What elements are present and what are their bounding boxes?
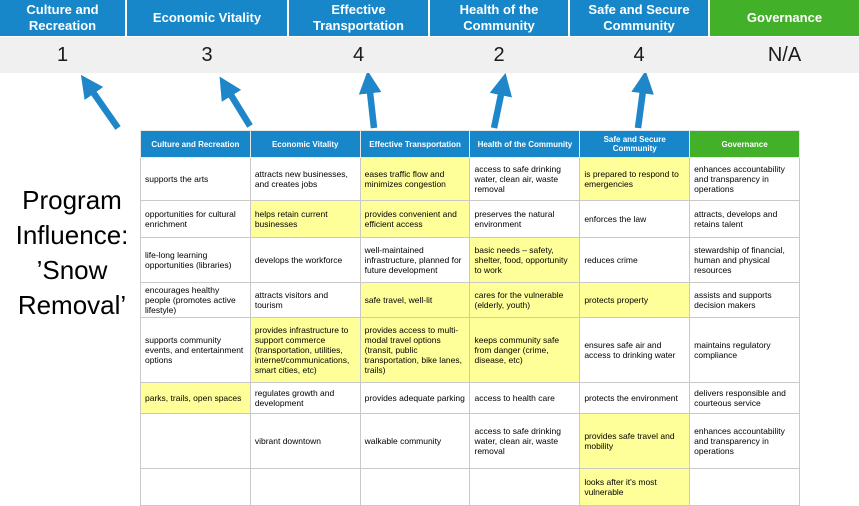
matrix-cell: protects the environment [579,382,691,415]
matrix-cell: develops the workforce [249,237,361,283]
summary-header-safe-and-secure-community: Safe and Secure Community [570,0,708,36]
up-arrow-4 [489,73,513,129]
matrix-cell: vibrant downtown [249,413,361,470]
score-safe-and-secure-community: 4 [633,43,645,66]
matrix-cell-highlighted: parks, trails, open spaces [140,382,251,415]
matrix-cell: well-maintained infrastructure, planned … [359,237,471,283]
matrix-cell: reduces crime [579,237,691,283]
matrix-cell [689,468,800,506]
matrix-cell-highlighted: safe travel, well-lit [359,281,471,319]
matrix-row-3: life-long learning opportunities (librar… [140,237,800,283]
matrix-cell: encourages healthy people (promotes acti… [140,281,251,319]
matrix-cell-highlighted: cares for the vulnerable (elderly, youth… [469,281,581,319]
matrix-cell-highlighted: provides safe travel and mobility [579,413,691,470]
matrix-row-6: parks, trails, open spaces regulates grow… [140,382,800,415]
matrix-header-row: Culture and Recreation Economic Vitality E… [140,130,800,158]
matrix-cell: attracts new businesses, and creates job… [249,157,361,201]
matrix-cell-highlighted: provides infrastructure to support comme… [249,317,361,384]
summary-header-row: Culture and Recreation Economic Vitality E… [0,0,859,36]
matrix-cell: attracts, develops and retains talent [689,200,800,238]
matrix-row-7: vibrant downtown walkable community access… [140,413,800,470]
matrix-cell-highlighted: protects property [579,281,691,319]
influence-matrix: Culture and Recreation Economic Vitality E… [140,130,800,506]
matrix-cell-highlighted: provides access to multi-modal travel op… [359,317,471,384]
matrix-cell: access to safe drinking water, clean air… [469,413,581,470]
matrix-cell: assists and supports decision makers [689,281,800,319]
summary-header-culture-and-recreation: Culture and Recreation [0,0,125,36]
matrix-header-culture-and-recreation: Culture and Recreation [140,130,251,158]
matrix-header-effective-transportation: Effective Transportation [359,130,471,158]
score-effective-transportation: 4 [352,43,365,66]
matrix-cell: provides adequate parking [359,382,471,415]
summary-score-row: 1 3 4 2 4 N/A [0,37,859,73]
matrix-cell: enhances accountability and transparency… [689,413,800,470]
matrix-cell: regulates growth and development [249,382,361,415]
score-economic-vitality: 3 [201,43,213,66]
summary-header-governance: Governance [710,0,859,36]
summary-header-health-of-the-community: Health of the Community [430,0,568,36]
matrix-cell-highlighted: basic needs – safety, shelter, food, opp… [469,237,581,283]
matrix-cell-highlighted: keeps community safe from danger (crime,… [469,317,581,384]
matrix-cell [359,468,471,506]
matrix-body: supports the arts attracts new businesses… [140,157,800,506]
score-culture-and-recreation: 1 [56,43,69,66]
matrix-cell: supports community events, and entertain… [140,317,251,384]
summary-header-economic-vitality: Economic Vitality [127,0,287,36]
matrix-cell: stewardship of financial, human and phys… [689,237,800,283]
matrix-header-economic-vitality: Economic Vitality [249,130,361,158]
matrix-row-1: supports the arts attracts new businesses… [140,157,800,201]
matrix-cell: maintains regulatory compliance [689,317,800,384]
matrix-cell: ensures safe air and access to drinking … [579,317,691,384]
matrix-cell: walkable community [359,413,471,470]
matrix-cell-highlighted: provides convenient and efficient access [359,200,471,238]
matrix-cell: attracts visitors and tourism [249,281,361,319]
score-governance: N/A [767,43,802,66]
matrix-cell: supports the arts [140,157,251,201]
matrix-row-2: opportunities for cultural enrichment hel… [140,200,800,238]
matrix-cell: preserves the natural environment [469,200,581,238]
matrix-cell [140,413,251,470]
matrix-cell-highlighted: looks after it's most vulnerable [579,468,691,506]
matrix-row-8: looks after it's most vulnerable [140,468,800,506]
matrix-row-5: supports community events, and entertain… [140,317,800,384]
matrix-header-health-of-the-community: Health of the Community [469,130,581,158]
matrix-cell-highlighted: is prepared to respond to emergencies [579,157,691,201]
matrix-cell: access to health care [469,382,581,415]
influence-arrows [80,73,654,130]
up-arrow-2 [219,76,253,128]
matrix-cell: opportunities for cultural enrichment [140,200,251,238]
matrix-row-4: encourages healthy people (promotes acti… [140,281,800,319]
matrix-cell: delivers responsible and courteous servi… [689,382,800,415]
matrix-cell: life-long learning opportunities (librar… [140,237,251,283]
matrix-cell [249,468,361,506]
up-arrow-3 [358,73,382,129]
matrix-header-safe-and-secure-community: Safe and Secure Community [579,130,691,158]
slide-title: Program Influence: ’Snow Removal’ [15,185,129,321]
matrix-cell-highlighted: eases traffic flow and minimizes congest… [359,157,471,201]
matrix-cell-highlighted: helps retain current businesses [249,200,361,238]
matrix-cell: enhances accountability and transparency… [689,157,800,201]
matrix-cell: access to safe drinking water, clean air… [469,157,581,201]
matrix-cell: enforces the law [579,200,691,238]
matrix-cell [140,468,251,506]
up-arrow-5 [631,73,654,129]
score-health-of-the-community: 2 [493,43,505,66]
matrix-cell [469,468,581,506]
summary-header-effective-transportation: Effective Transportation [289,0,428,36]
matrix-header-governance: Governance [689,130,800,158]
up-arrow-1 [80,74,121,130]
